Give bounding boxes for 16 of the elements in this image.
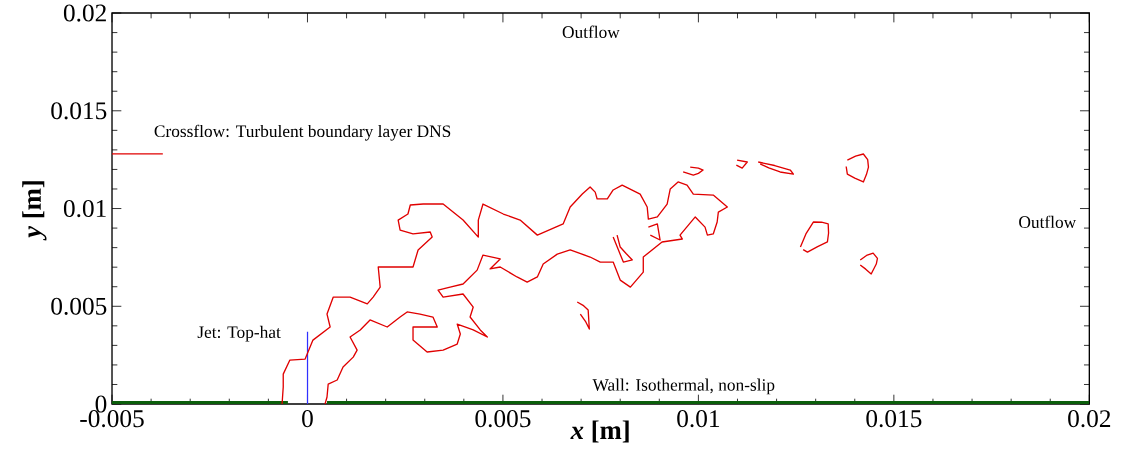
x-tick-label: 0.005 (475, 410, 531, 428)
y-tick-label: 0.01 (63, 199, 106, 218)
annotation: Jet: Top-hat (197, 325, 281, 342)
x-tick-label: 0 (302, 410, 313, 428)
x-tick-label: 0.015 (866, 410, 922, 428)
y-tick-label: 0.015 (51, 102, 107, 120)
y-tick-label: 0.02 (63, 4, 106, 22)
y-tick-label: 0.005 (51, 297, 107, 315)
annotation: Wall: Isothermal, non-slip (592, 378, 775, 395)
annotation: Outflow (562, 25, 620, 38)
x-tick-label: 0.01 (677, 410, 720, 428)
annotation: Crossflow: Turbulent boundary layer DNS (154, 124, 451, 141)
annotation: Outflow (1019, 215, 1077, 228)
x-axis-title: x [m] (570, 420, 629, 443)
x-tick-label: 0.02 (1068, 410, 1111, 428)
y-axis-title: y [m] (22, 181, 47, 241)
